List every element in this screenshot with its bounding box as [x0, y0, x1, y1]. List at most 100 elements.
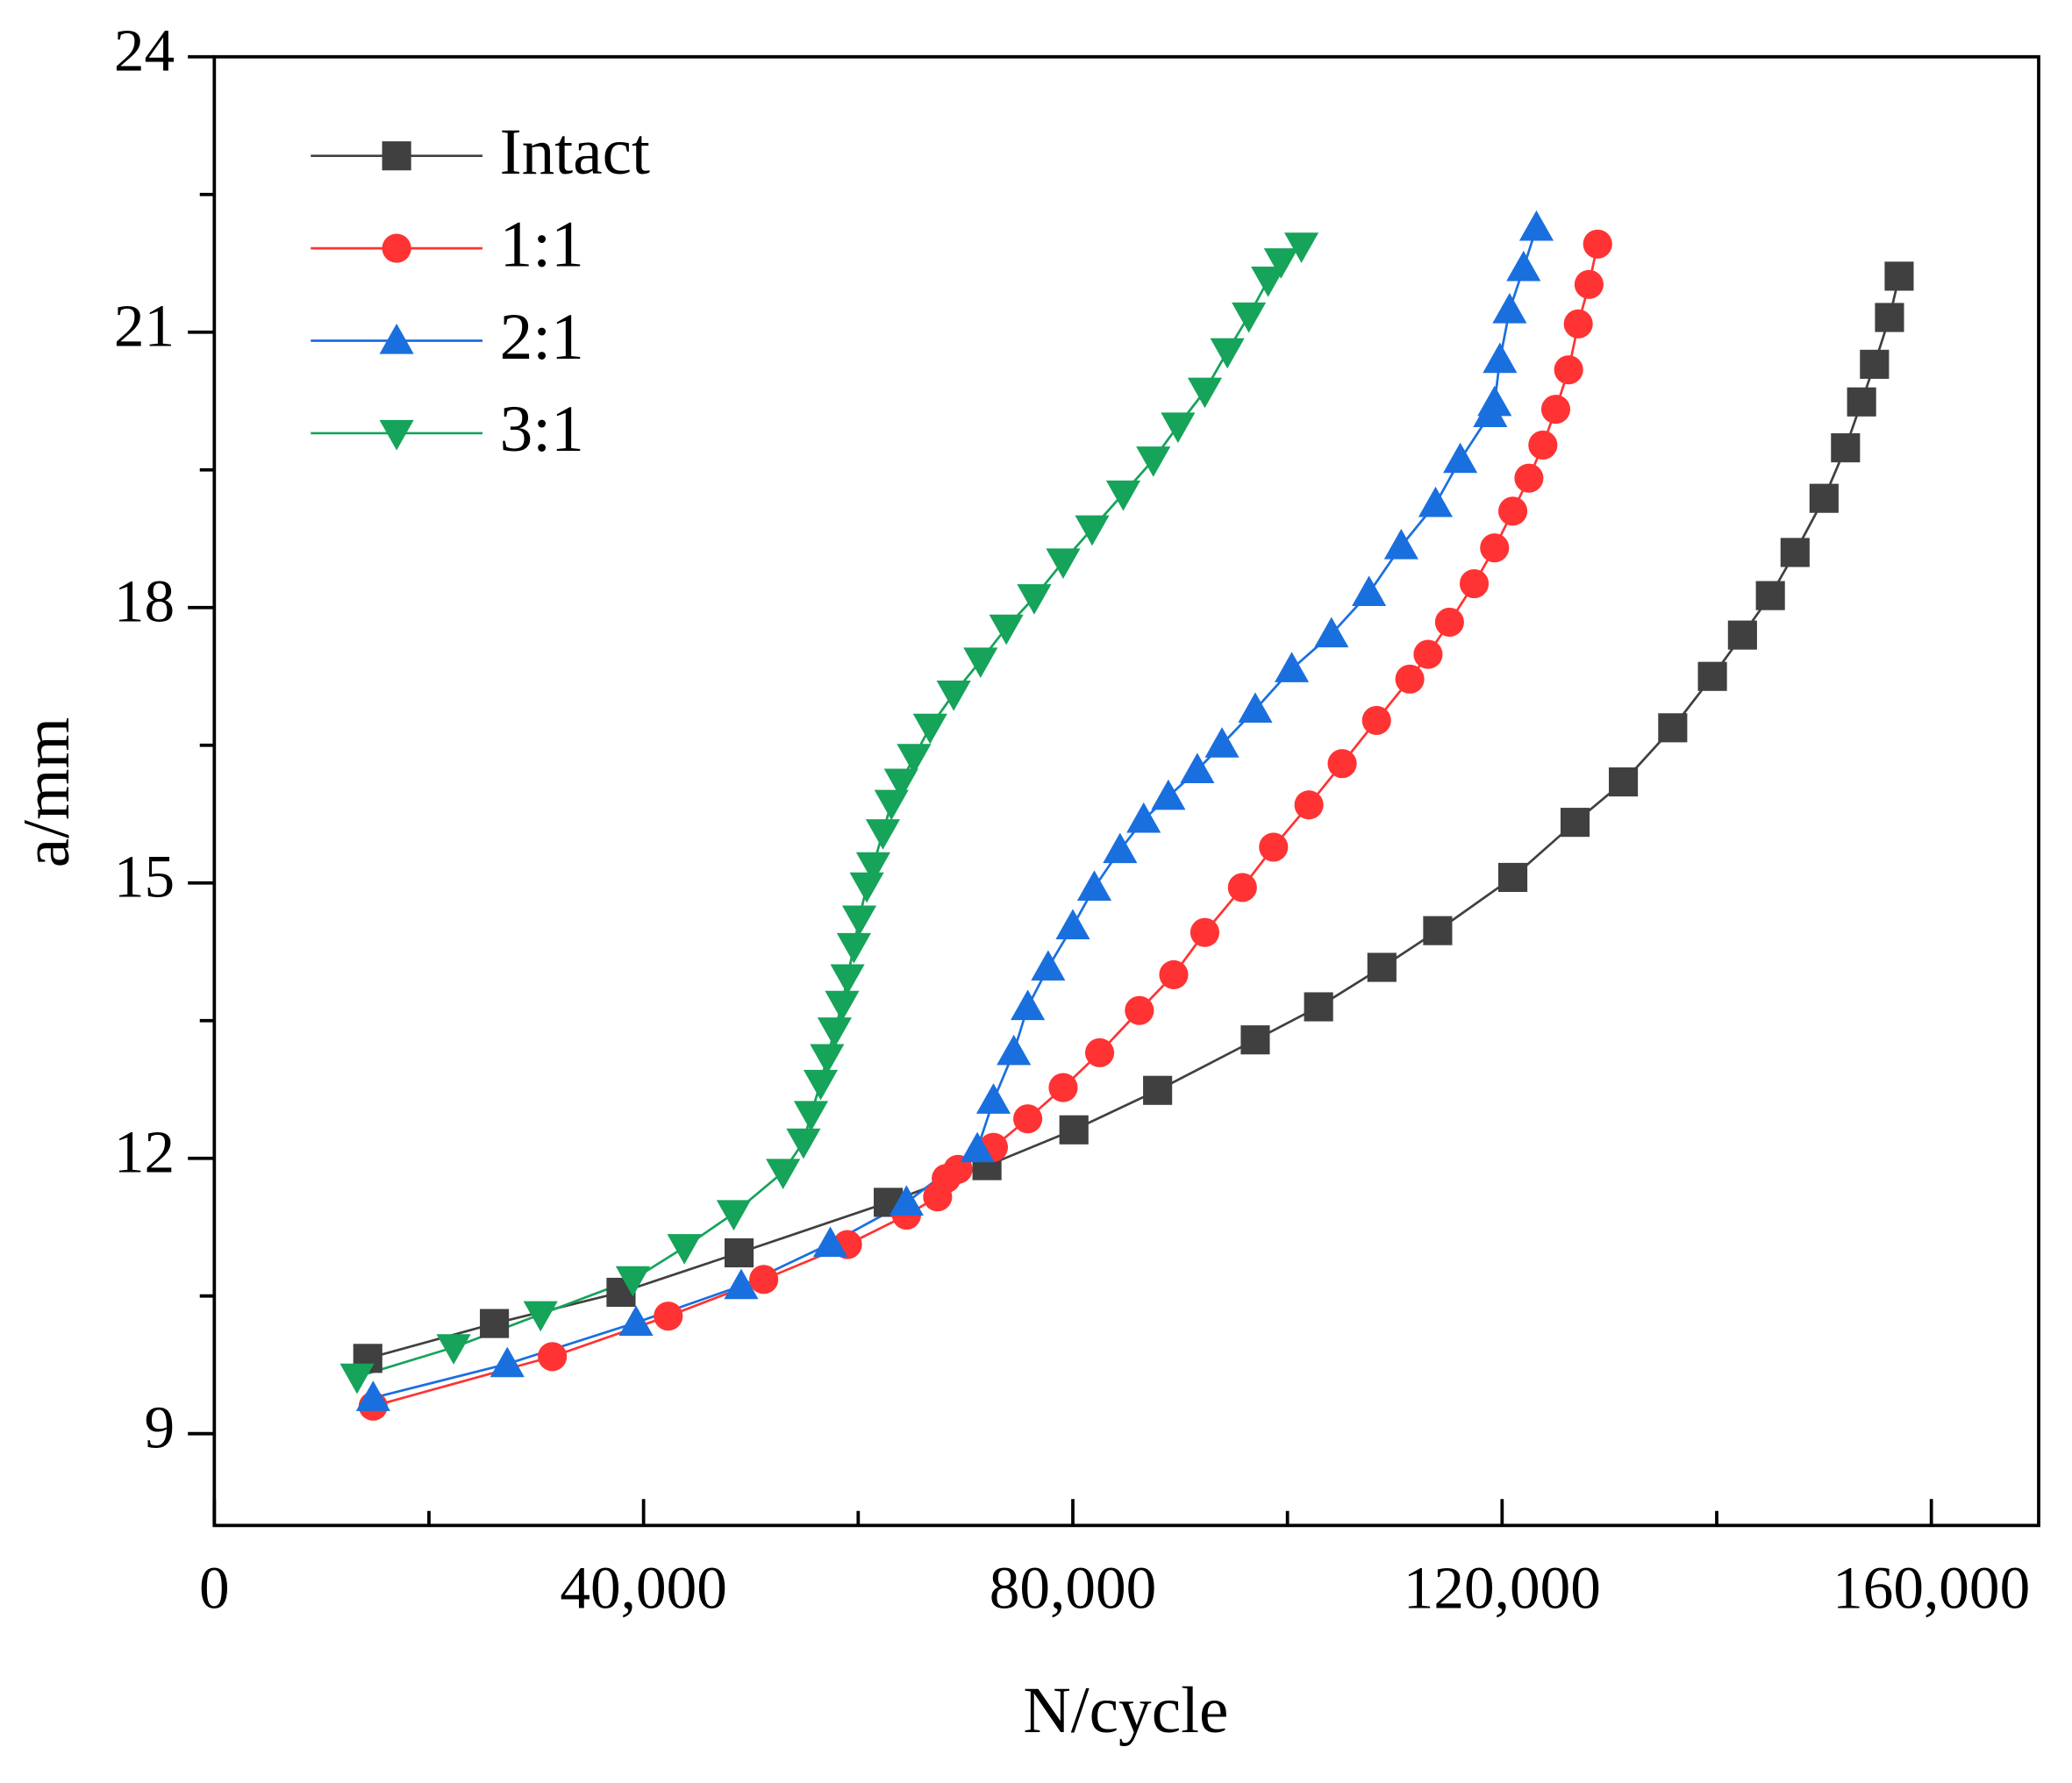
- data-point: [1518, 210, 1554, 241]
- data-point: [836, 932, 872, 964]
- data-point: [1423, 916, 1453, 945]
- data-point: [724, 1237, 754, 1268]
- data-point: [523, 1301, 558, 1332]
- data-point: [1031, 950, 1066, 981]
- data-point: [1875, 303, 1904, 332]
- data-point: [1059, 1115, 1089, 1145]
- x-tick-label: 40,000: [560, 1554, 726, 1622]
- data-point: [1697, 661, 1727, 691]
- data-point: [1190, 917, 1220, 947]
- data-point: [1583, 229, 1612, 259]
- series-line: [367, 275, 1901, 1360]
- data-point: [793, 1101, 829, 1132]
- data-point: [1831, 433, 1861, 463]
- data-point: [667, 1234, 702, 1265]
- data-point: [1187, 377, 1223, 409]
- data-point: [1013, 1104, 1043, 1134]
- data-point: [1105, 480, 1141, 511]
- data-point: [1011, 989, 1046, 1021]
- data-point: [1304, 992, 1333, 1022]
- y-tick-label: 9: [144, 1394, 175, 1461]
- y-axis-label: a/mm: [11, 717, 83, 867]
- data-point: [749, 1265, 779, 1294]
- data-point: [1159, 959, 1189, 989]
- data-point: [1383, 529, 1418, 560]
- data-point: [1151, 779, 1186, 810]
- series-line: [373, 243, 1599, 1408]
- data-point: [1227, 873, 1257, 902]
- data-point: [716, 1200, 751, 1231]
- data-point: [489, 1346, 525, 1378]
- data-point: [1492, 293, 1527, 324]
- x-axis-label: N/cycle: [1023, 1674, 1228, 1747]
- data-point: [615, 1266, 650, 1297]
- data-point: [1367, 952, 1397, 982]
- data-point: [1076, 870, 1112, 902]
- data-point: [1283, 232, 1319, 263]
- data-point: [997, 1034, 1032, 1066]
- data-point: [1506, 250, 1541, 282]
- data-point: [786, 1128, 821, 1159]
- y-tick-label: 21: [114, 292, 175, 360]
- data-point: [817, 1017, 852, 1048]
- data-point: [1046, 548, 1081, 579]
- data-point: [1274, 652, 1310, 682]
- data-point: [339, 1363, 375, 1394]
- data-point: [849, 872, 884, 903]
- legend-marker: [379, 323, 414, 354]
- x-tick-label: 160,000: [1833, 1554, 2030, 1622]
- data-point: [1560, 808, 1590, 838]
- data-point: [912, 713, 947, 745]
- data-point: [975, 1083, 1011, 1114]
- legend-label: 1:1: [500, 208, 584, 281]
- x-tick-label: 80,000: [990, 1554, 1156, 1622]
- data-point: [989, 614, 1024, 645]
- data-point: [1143, 1075, 1173, 1105]
- data-point: [1727, 620, 1757, 650]
- data-point: [1608, 767, 1639, 797]
- legend-label: Intact: [500, 116, 650, 189]
- data-point: [1847, 387, 1876, 417]
- data-point: [1294, 790, 1324, 820]
- data-point: [1477, 385, 1512, 417]
- data-point: [1259, 832, 1289, 862]
- data-point: [889, 1185, 924, 1216]
- data-point: [1755, 581, 1785, 610]
- data-point: [855, 852, 891, 883]
- data-point: [1352, 575, 1387, 607]
- data-point: [654, 1302, 683, 1331]
- data-point: [1459, 568, 1490, 599]
- data-point: [1497, 496, 1528, 526]
- data-point: [1554, 355, 1583, 385]
- data-point: [480, 1309, 510, 1338]
- data-point: [1136, 446, 1171, 477]
- data-point: [1574, 269, 1604, 299]
- data-point: [812, 1226, 848, 1258]
- y-tick-label: 12: [114, 1118, 175, 1186]
- legend-marker: [379, 419, 414, 451]
- y-tick-label: 24: [114, 17, 175, 84]
- data-point: [1443, 442, 1478, 474]
- data-point: [1103, 832, 1138, 864]
- data-point: [1528, 430, 1558, 460]
- data-point: [1161, 412, 1196, 444]
- data-point: [1125, 995, 1154, 1025]
- data-point: [1048, 1073, 1078, 1102]
- data-point: [1563, 309, 1593, 339]
- data-point: [1327, 749, 1357, 779]
- data-point: [865, 819, 901, 850]
- data-point: [1232, 302, 1267, 333]
- data-point: [1210, 338, 1245, 369]
- data-point: [1075, 515, 1110, 546]
- data-point: [1809, 483, 1839, 513]
- data-point: [830, 964, 865, 995]
- series-line: [356, 245, 1303, 1379]
- data-point: [883, 768, 918, 800]
- data-point: [1418, 486, 1454, 517]
- data-point: [1884, 261, 1914, 291]
- data-point: [1540, 395, 1571, 424]
- data-point: [724, 1268, 759, 1300]
- data-point: [1085, 1038, 1115, 1067]
- data-point: [766, 1159, 801, 1189]
